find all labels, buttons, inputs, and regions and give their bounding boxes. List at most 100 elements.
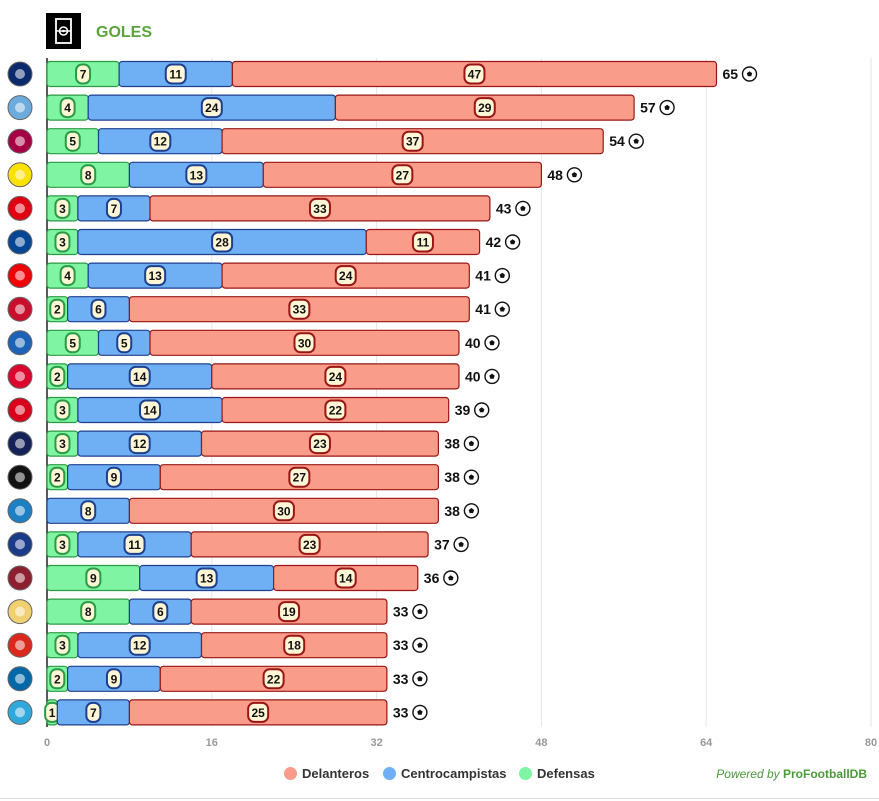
soccer-ball-icon — [463, 469, 480, 485]
team-logo-icon — [7, 363, 33, 389]
bar-value-label: 8 — [85, 168, 92, 182]
ball-pentagon — [458, 541, 464, 547]
team-logo-inner — [15, 371, 25, 382]
ball-pentagon — [417, 676, 423, 682]
value-pill — [149, 130, 172, 152]
x-tick-label: 0 — [44, 737, 50, 749]
bar-value-label: 24 — [339, 269, 353, 283]
value-pill — [85, 567, 102, 589]
bar-value-label: 2 — [54, 471, 61, 485]
value-pill — [128, 433, 151, 455]
legend: Delanteros Centrocampistas Defensas — [0, 766, 879, 788]
bar-value-label: 13 — [200, 572, 214, 586]
soccer-ball-icon — [463, 503, 480, 519]
value-pill — [123, 533, 146, 555]
bar-value-label: 22 — [329, 404, 343, 418]
x-tick-label: 80 — [865, 737, 877, 749]
team-logo-icon — [7, 330, 33, 356]
credit[interactable]: Powered by ProFootballDB — [716, 767, 867, 781]
bar-value-label: 9 — [90, 572, 97, 586]
team-logo-inner — [15, 270, 25, 281]
soccer-ball-icon — [463, 435, 480, 452]
legend-label: Delanteros — [302, 766, 370, 781]
team-logo-icon — [7, 666, 33, 692]
team-logo-inner — [15, 337, 25, 348]
value-pill — [49, 365, 66, 387]
team-logo-inner — [15, 573, 25, 583]
soccer-ball-icon — [412, 671, 428, 687]
x-tick-label: 32 — [370, 737, 382, 749]
soccer-ball-icon — [515, 200, 531, 217]
bar-value-label: 28 — [215, 236, 229, 250]
team-logo-icon — [7, 296, 33, 322]
soccer-ball-icon — [659, 99, 675, 116]
legend-item-centrocampistas[interactable]: Centrocampistas — [383, 766, 506, 781]
value-pill — [128, 365, 151, 387]
total-label: 33 — [393, 637, 409, 653]
value-pill — [334, 567, 357, 589]
bar-value-label: 9 — [111, 672, 118, 686]
ball-pentagon — [489, 373, 495, 379]
team-logo-inner — [15, 203, 25, 214]
value-pill — [298, 533, 321, 555]
value-pill — [334, 265, 357, 287]
value-pill — [293, 332, 316, 354]
value-pill — [164, 63, 187, 85]
soccer-ball-icon — [412, 637, 428, 653]
total-label: 54 — [609, 133, 625, 149]
value-pill — [473, 97, 496, 119]
team-logo-inner — [15, 69, 25, 79]
bar-value-label: 33 — [313, 202, 327, 216]
team-logo-icon — [7, 128, 33, 154]
team-logo-inner — [15, 237, 25, 247]
legend-label: Centrocampistas — [401, 766, 507, 781]
value-pill — [54, 399, 71, 421]
value-pill — [324, 365, 347, 387]
value-pill — [283, 634, 306, 656]
bar-value-label: 12 — [154, 135, 168, 149]
team-logo-icon — [7, 397, 33, 423]
value-pill — [401, 130, 424, 152]
bar-value-label: 33 — [293, 303, 307, 317]
value-pill — [54, 533, 71, 555]
bar-value-label: 6 — [157, 605, 164, 619]
legend-item-delanteros[interactable]: Delanteros — [284, 766, 369, 781]
team-logos — [7, 61, 33, 725]
legend-label: Defensas — [537, 766, 595, 781]
soccer-ball-icon — [484, 335, 500, 351]
bar-value-label: 25 — [251, 706, 265, 720]
total-label: 33 — [393, 671, 409, 687]
value-pill — [105, 197, 122, 219]
bar-value-label: 3 — [59, 236, 66, 250]
ball-pentagon — [499, 306, 505, 312]
team-logo-inner — [15, 136, 25, 147]
ball-pentagon — [417, 642, 423, 648]
bar-value-label: 14 — [133, 370, 147, 384]
total-label: 57 — [640, 100, 656, 116]
x-axis: 0 16 32 48 64 80 — [44, 737, 877, 749]
bar-value-label: 8 — [85, 605, 92, 619]
total-label: 65 — [723, 66, 739, 82]
chart-title: GOLES — [96, 24, 152, 41]
value-pill — [324, 399, 347, 421]
stacked-bar-chart: GOLES 7 11 47 654 24 29 575 12 37 548 13 27 483 7 33 43… — [7, 13, 877, 749]
bar-value-label: 7 — [111, 202, 118, 216]
ball-pentagon — [520, 205, 526, 211]
total-label: 43 — [496, 200, 512, 216]
team-logo-icon — [7, 431, 33, 457]
legend-item-defensas[interactable]: Defensas — [519, 766, 595, 781]
credit-brand: ProFootballDB — [783, 767, 867, 781]
bar-value-label: 5 — [69, 336, 76, 350]
total-label: 33 — [393, 604, 409, 620]
x-tick-label: 48 — [535, 737, 547, 749]
team-logo-inner — [15, 102, 25, 113]
team-logo-icon — [7, 699, 33, 725]
bar-value-label: 2 — [54, 370, 61, 384]
bar-value-label: 1 — [49, 706, 56, 720]
value-pill — [49, 668, 66, 690]
team-logo-inner — [15, 640, 25, 651]
value-pill — [54, 634, 71, 656]
value-pill — [391, 164, 414, 186]
team-logo-icon — [7, 229, 33, 255]
bar-value-label: 11 — [417, 236, 430, 250]
